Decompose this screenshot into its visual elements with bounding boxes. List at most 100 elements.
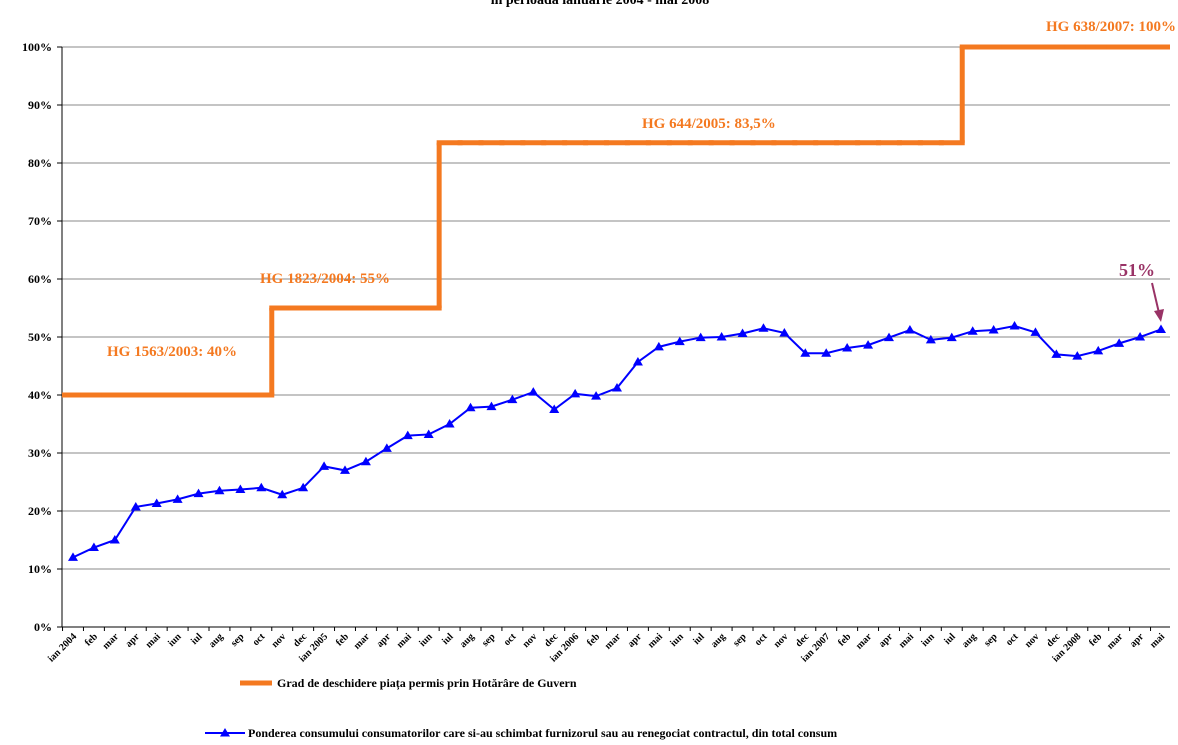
data-point (988, 325, 999, 334)
data-point (1009, 320, 1020, 330)
data-point (863, 340, 874, 349)
x-tick-label: apr (877, 631, 896, 650)
data-point (737, 328, 748, 338)
data-point (653, 341, 664, 351)
y-tick-label: 20% (28, 504, 52, 518)
data-point (68, 552, 78, 561)
data-point (381, 443, 392, 452)
x-tick-label: feb (585, 631, 603, 649)
data-point (1093, 345, 1104, 355)
data-point (946, 332, 957, 342)
y-tick-label: 50% (28, 330, 52, 344)
data-point (695, 332, 706, 342)
annotation: HG 1563/2003: 40% (107, 344, 237, 360)
y-tick-label: 10% (28, 562, 52, 576)
x-tick-label: nov (1023, 631, 1042, 650)
x-tick-label: sep (229, 631, 247, 649)
annotation: 51% (1119, 260, 1155, 280)
data-point (444, 419, 455, 428)
x-tick-label: mar (603, 631, 624, 652)
data-point (591, 391, 602, 400)
x-tick-label: iul (189, 631, 205, 647)
data-point (507, 394, 518, 404)
x-tick-label: aug (207, 631, 226, 650)
x-tick-label: feb (334, 631, 352, 649)
y-tick-label: 30% (28, 446, 52, 460)
data-point (674, 336, 685, 346)
x-tick-label: mai (897, 631, 916, 650)
x-tick-label: mai (395, 631, 414, 650)
x-tick-label: apr (375, 631, 394, 650)
data-point (193, 488, 204, 498)
x-tick-label: ian 2004 (46, 631, 79, 664)
annotation-arrowhead (1154, 309, 1164, 322)
series-line (72, 324, 1162, 559)
data-point (423, 429, 434, 438)
y-tick-label: 70% (28, 214, 52, 228)
data-point (214, 485, 225, 495)
data-point (319, 461, 330, 470)
data-point (151, 498, 162, 507)
data-point (465, 402, 476, 412)
x-tick-label: nov (521, 631, 540, 650)
data-point (925, 334, 936, 344)
legend-marker (220, 728, 230, 737)
data-point (779, 327, 790, 337)
data-point (235, 484, 246, 494)
data-point (486, 401, 497, 411)
x-tick-label: iul (440, 631, 456, 647)
data-point (340, 465, 350, 474)
data-point (716, 332, 727, 341)
data-point (1030, 327, 1041, 336)
data-point (1135, 332, 1146, 341)
data-point (360, 456, 371, 466)
x-tick-label: sep (731, 631, 749, 649)
x-tick-label: iul (691, 631, 707, 647)
data-point (256, 482, 267, 492)
x-tick-label: mar (854, 631, 875, 652)
data-point (842, 343, 853, 352)
x-tick-label: mai (144, 631, 163, 650)
annotation: HG 644/2005: 83,5% (642, 116, 776, 132)
x-tick-label: oct (1004, 631, 1021, 648)
data-point (1114, 338, 1125, 347)
data-point (1156, 324, 1166, 333)
x-tick-label: feb (1087, 631, 1105, 649)
y-tick-label: 0% (34, 620, 52, 634)
x-tick-label: iun (166, 631, 184, 649)
legend-label: Grad de deschidere piața permis prin Hot… (277, 676, 577, 691)
data-point (570, 388, 581, 398)
y-tick-label: 90% (28, 98, 52, 112)
data-point (130, 501, 141, 511)
x-tick-label: apr (124, 631, 143, 650)
x-tick-label: mai (1148, 631, 1167, 650)
annotation: HG 638/2007: 100% (1046, 19, 1176, 35)
x-tick-label: iun (919, 631, 937, 649)
data-point (884, 332, 894, 342)
x-tick-label: sep (982, 631, 1000, 649)
data-point (277, 489, 288, 499)
data-point (88, 542, 99, 552)
data-point (967, 326, 978, 335)
data-point (528, 387, 539, 396)
data-point (549, 404, 560, 413)
x-tick-label: feb (83, 631, 101, 649)
y-tick-label: 40% (28, 388, 52, 402)
x-tick-label: apr (626, 631, 645, 650)
y-tick-label: 80% (28, 156, 52, 170)
x-tick-label: mar (352, 631, 373, 652)
data-point (1051, 349, 1062, 358)
x-tick-label: nov (772, 631, 791, 650)
data-point (298, 482, 309, 492)
x-tick-label: nov (270, 631, 289, 650)
data-point (632, 356, 643, 366)
x-tick-label: sep (480, 631, 498, 649)
data-point (402, 430, 413, 440)
x-tick-label: oct (502, 631, 519, 648)
data-point (612, 383, 622, 392)
data-point (904, 325, 915, 334)
data-point (800, 348, 811, 357)
x-tick-label: iun (417, 631, 435, 649)
x-tick-label: mar (1105, 631, 1126, 652)
